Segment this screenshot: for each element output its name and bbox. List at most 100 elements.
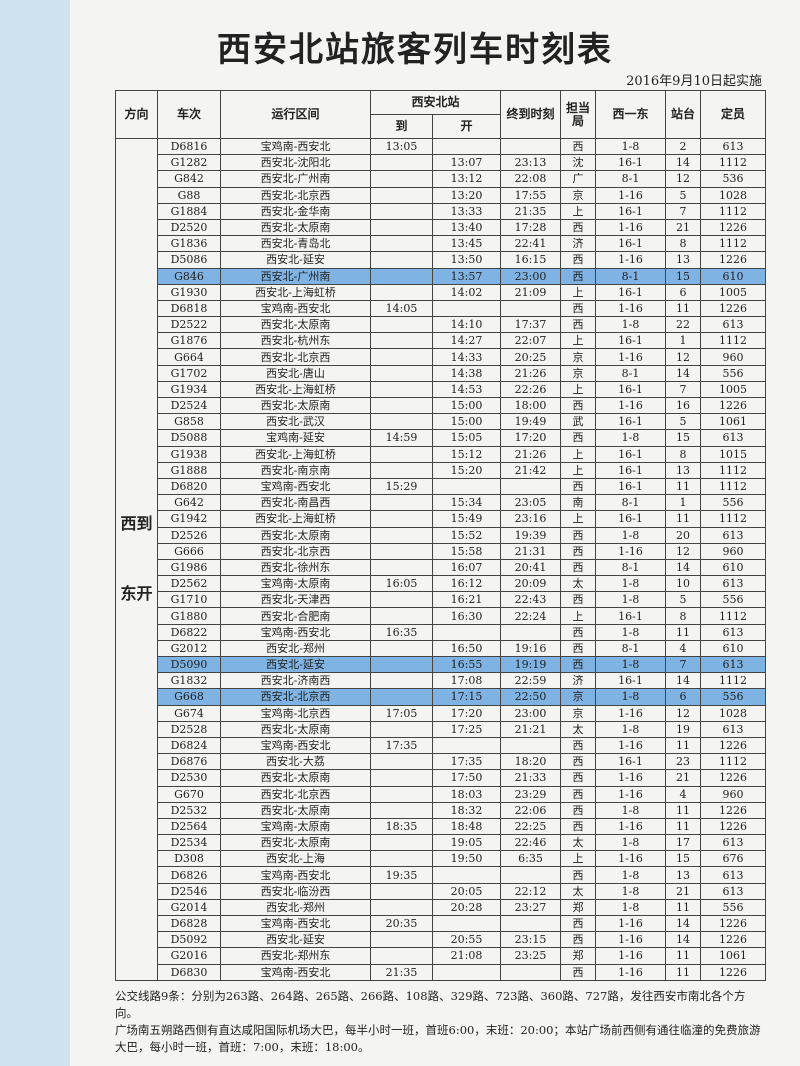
table-cell: 19:05	[431, 834, 502, 852]
table-cell: 11	[665, 817, 702, 836]
table-cell	[431, 736, 502, 755]
table-cell	[431, 914, 502, 933]
table-cell: 西安北-郑州	[220, 639, 371, 658]
table-cell: 西	[560, 866, 597, 884]
table-cell: 556	[700, 591, 767, 609]
table-cell: 21:42	[500, 461, 562, 479]
table-cell: D2530	[157, 769, 221, 787]
table-row: G1934 西安北-上海虹桥 14:53 22:26 上 16-1 7 1005	[116, 380, 767, 399]
table-cell: 11	[665, 947, 702, 965]
table-cell: 23:25	[500, 947, 562, 965]
table-cell: 1226	[700, 736, 767, 755]
table-cell: 613	[700, 137, 767, 156]
table-cell: 21:26	[500, 364, 562, 382]
table-cell: 17:35	[431, 753, 502, 771]
table-cell: 16-1	[595, 445, 667, 463]
table-cell: D2562	[157, 575, 221, 593]
table-cell	[370, 898, 433, 917]
table-cell	[370, 364, 433, 382]
table-row: G1938 西安北-上海虹桥 15:12 21:26 上 16-1 8 1015	[116, 445, 767, 463]
table-cell	[370, 332, 433, 350]
table-cell: 西	[560, 591, 597, 609]
table-cell: 19	[665, 720, 702, 738]
table-cell	[500, 736, 562, 755]
table-cell: 西	[560, 429, 597, 447]
table-cell: 11	[665, 736, 702, 755]
table-cell	[500, 914, 562, 933]
table-cell	[370, 882, 433, 900]
table-cell: 15:29	[370, 477, 433, 496]
table-cell	[370, 769, 433, 787]
header-cell: 方向	[115, 90, 158, 139]
table-cell: 13:12	[431, 170, 502, 188]
table-cell	[370, 688, 433, 706]
table-cell: 17:20	[500, 429, 562, 447]
header-cell: 到	[370, 114, 433, 139]
table-cell	[370, 251, 433, 269]
table-cell: 上	[560, 380, 597, 399]
table-cell: 21:35	[500, 202, 562, 220]
table-cell: 14	[665, 672, 702, 690]
table-cell: G1888	[157, 461, 221, 479]
table-cell: 13	[665, 866, 702, 884]
table-cell	[370, 218, 433, 237]
table-cell: 613	[700, 834, 767, 852]
table-cell: G2014	[157, 898, 221, 917]
table-cell: G1282	[157, 154, 221, 172]
table-cell: 西安北-上海虹桥	[220, 510, 371, 528]
table-cell: 12	[665, 704, 702, 722]
table-row: G1836 西安北-青岛北 13:45 22:41 济 16-1 8 1112	[116, 235, 767, 253]
table-cell: 15:12	[431, 445, 502, 463]
table-cell: 17	[665, 834, 702, 852]
table-cell: 1-16	[595, 186, 667, 204]
table-cell: D6816	[157, 137, 221, 156]
table-cell: 16-1	[595, 235, 667, 253]
table-cell	[370, 542, 433, 560]
table-cell: 1-8	[595, 866, 667, 884]
table-cell: 1-8	[595, 655, 667, 674]
table-cell: 西安北-上海虹桥	[220, 283, 371, 301]
table-cell: 15	[665, 429, 702, 447]
table-row: D2564 宝鸡南-太原南 18:35 18:48 22:25 西 1-16 11 1226	[116, 817, 767, 836]
table-cell: 西	[560, 218, 597, 237]
table-row: 西到东开 D6816 宝鸡南-西安北 13:05 西 1-8 2 613	[115, 137, 767, 981]
table-cell: 11	[665, 801, 702, 819]
table-cell: 太	[560, 575, 597, 593]
table-cell: 16-1	[595, 477, 667, 496]
table-cell: 16-1	[595, 672, 667, 690]
table-cell: 1-8	[595, 575, 667, 593]
table-cell: 西	[560, 623, 597, 641]
table-cell: 14	[665, 931, 702, 949]
table-cell: 960	[700, 542, 767, 560]
table-cell: 西安北-太原南	[220, 720, 371, 738]
table-cell: 西安北-天津西	[220, 591, 371, 609]
table-cell: 西安北-太原南	[220, 801, 371, 819]
table-cell: 西安北-沈阳北	[220, 154, 371, 172]
table-row: D2528 西安北-太原南 17:25 21:21 太 1-8 19 613	[116, 720, 767, 738]
table-cell	[370, 931, 433, 949]
table-cell: D2526	[157, 526, 221, 544]
table-cell: 西	[560, 251, 597, 269]
table-cell	[370, 753, 433, 771]
table-cell: 西安北-徐州东	[220, 558, 371, 577]
table-cell: 613	[700, 882, 767, 900]
table-cell: 8-1	[595, 558, 667, 577]
table-cell: G664	[157, 348, 221, 366]
table-cell: 1-16	[595, 931, 667, 949]
table-cell: D6876	[157, 753, 221, 771]
table-row: G858 西安北-武汉 15:00 19:49 武 16-1 5 1061	[116, 413, 767, 431]
table-cell: 13:05	[370, 137, 433, 156]
table-row: D6824 宝鸡南-西安北 17:35 西 1-16 11 1226	[116, 736, 767, 755]
table-cell: 8	[665, 607, 702, 625]
table-row: D2522 西安北-太原南 14:10 17:37 西 1-8 22 613	[116, 316, 767, 334]
table-cell: 21:09	[500, 283, 562, 301]
table-cell: 西安北-大荔	[220, 753, 371, 771]
table-cell: 23:27	[500, 898, 562, 917]
table-cell: 1226	[700, 817, 767, 836]
table-cell: 西	[560, 137, 597, 156]
table-cell: G1702	[157, 364, 221, 382]
table-cell: 西安北-青岛北	[220, 235, 371, 253]
table-cell: G666	[157, 542, 221, 560]
table-cell: 1112	[700, 235, 767, 253]
table-row: G670 西安北-北京西 18:03 23:29 西 1-16 4 960	[116, 785, 767, 803]
